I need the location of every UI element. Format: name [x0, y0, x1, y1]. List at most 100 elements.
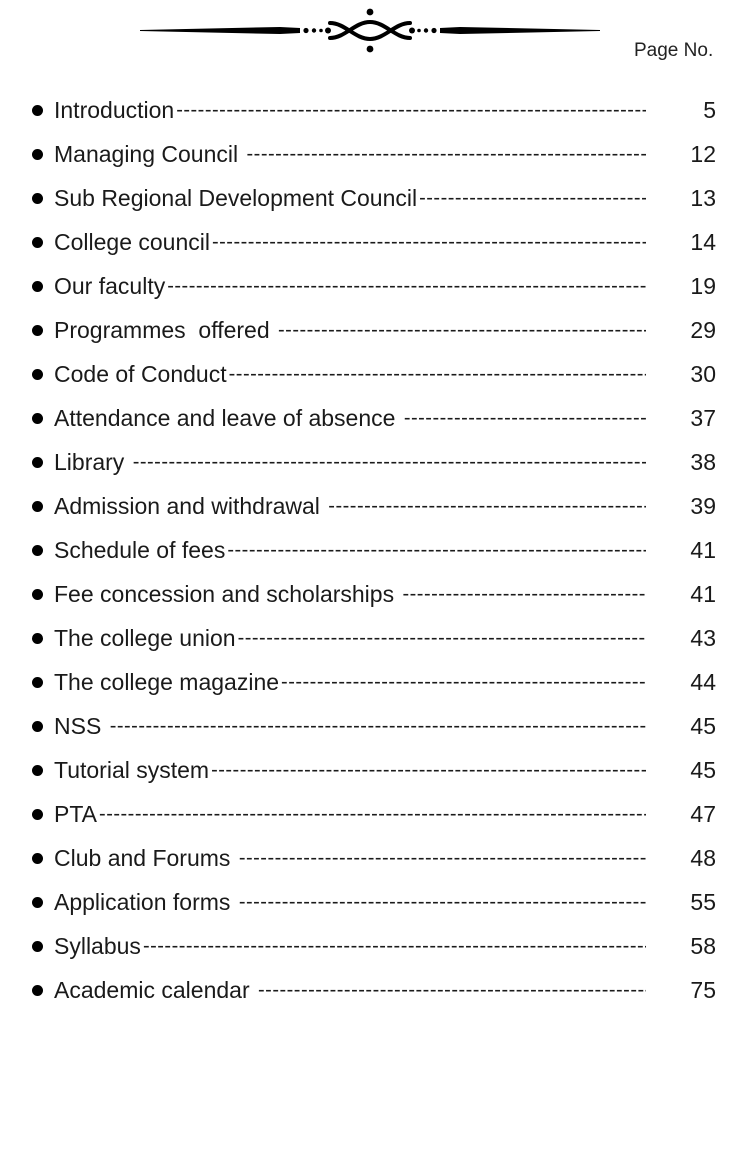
toc-entry[interactable]: Application forms 55: [0, 880, 742, 924]
toc-entry-title: PTA: [54, 800, 98, 827]
bullet-icon: [32, 325, 43, 336]
dash-leader: [278, 319, 646, 342]
dash-leader: [328, 495, 646, 518]
toc-entry-title: Admission and withdrawal: [54, 492, 327, 519]
bullet-icon: [32, 853, 43, 864]
toc-entry[interactable]: Sub Regional Development Council 13: [0, 176, 742, 220]
toc-entry-page-number: 58: [690, 933, 716, 959]
bullet-icon: [32, 105, 43, 116]
dash-leader: [402, 583, 646, 606]
dash-leader: [211, 759, 646, 782]
toc-entry-page-number: 47: [690, 801, 716, 827]
toc-entry-title: Attendance and leave of absence: [54, 404, 402, 431]
toc-entry-page-number: 41: [690, 581, 716, 607]
toc-entry-title: Tutorial system: [54, 756, 210, 783]
bullet-icon: [32, 809, 43, 820]
toc-entry-title: NSS: [54, 712, 108, 739]
toc-entry[interactable]: NSS 45: [0, 704, 742, 748]
toc-entry-line: Syllabus: [54, 924, 646, 968]
toc-entry[interactable]: Managing Council 12: [0, 132, 742, 176]
toc-entry-line: Library: [54, 440, 646, 484]
toc-entry-page-number: 44: [690, 669, 716, 695]
toc-entry-page-number: 75: [690, 977, 716, 1003]
toc-entry-line: College council: [54, 220, 646, 264]
toc-entry[interactable]: Tutorial system 45: [0, 748, 742, 792]
toc-entry-page-number: 12: [690, 141, 716, 167]
toc-entry-page-number: 37: [690, 405, 716, 431]
dash-leader: [281, 671, 646, 694]
toc-entry-page-number: 45: [690, 757, 716, 783]
bullet-icon: [32, 281, 43, 292]
toc-entry-title: Academic calendar: [54, 976, 256, 1003]
toc-entry-line: Introduction: [54, 88, 646, 132]
toc-entry[interactable]: Code of Conduct 30: [0, 352, 742, 396]
page-no-heading: Page No.: [634, 40, 714, 61]
toc-entry[interactable]: Club and Forums 48: [0, 836, 742, 880]
toc-entry-page-number: 29: [690, 317, 716, 343]
toc-entry[interactable]: Academic calendar 75: [0, 968, 742, 1012]
toc-entry[interactable]: Introduction 5: [0, 88, 742, 132]
toc-entry-line: Programmes offered: [54, 308, 646, 352]
toc-entry-line: Code of Conduct: [54, 352, 646, 396]
dash-leader: [258, 979, 646, 1002]
toc-entry-page-number: 55: [690, 889, 716, 915]
toc-entry-page-number: 13: [690, 185, 716, 211]
toc-entry-title: Library: [54, 448, 131, 475]
toc-entry[interactable]: The college magazine 44: [0, 660, 742, 704]
toc-entry[interactable]: Admission and withdrawal 39: [0, 484, 742, 528]
toc-entry[interactable]: Schedule of fees 41: [0, 528, 742, 572]
bullet-icon: [32, 369, 43, 380]
toc-entry-line: The college union: [54, 616, 646, 660]
toc-entry[interactable]: PTA 47: [0, 792, 742, 836]
toc-entry[interactable]: Fee concession and scholarships 41: [0, 572, 742, 616]
toc-entry-page-number: 38: [690, 449, 716, 475]
toc-entry-line: Club and Forums: [54, 836, 646, 880]
toc-entry-title: Managing Council: [54, 140, 245, 167]
toc-entry-line: PTA: [54, 792, 646, 836]
dash-leader: [99, 803, 646, 826]
toc-entry-title: College council: [54, 228, 210, 255]
toc-entry-page-number: 48: [690, 845, 716, 871]
toc-entry[interactable]: The college union 43: [0, 616, 742, 660]
toc-entry-title: The college magazine: [54, 668, 280, 695]
toc-entry-line: Tutorial system: [54, 748, 646, 792]
toc-entry-title: Syllabus: [54, 932, 141, 959]
toc-entry-page-number: 39: [690, 493, 716, 519]
bullet-icon: [32, 545, 43, 556]
toc-entry[interactable]: Our faculty 19: [0, 264, 742, 308]
dash-leader: [419, 187, 646, 210]
toc-entry[interactable]: Syllabus 58: [0, 924, 742, 968]
bullet-icon: [32, 193, 43, 204]
dash-leader: [404, 407, 646, 430]
toc-entry[interactable]: College council 14: [0, 220, 742, 264]
dash-leader: [238, 627, 646, 650]
toc-entry[interactable]: Programmes offered 29: [0, 308, 742, 352]
toc-entry-line: Admission and withdrawal: [54, 484, 646, 528]
toc-entry-page-number: 14: [690, 229, 716, 255]
bullet-icon: [32, 457, 43, 468]
toc-entry[interactable]: Library 38: [0, 440, 742, 484]
toc-entry[interactable]: Attendance and leave of absence 37: [0, 396, 742, 440]
toc-entry-line: Our faculty: [54, 264, 646, 308]
toc-entry-title: Programmes offered: [54, 316, 277, 343]
toc-entry-line: The college magazine: [54, 660, 646, 704]
bullet-icon: [32, 897, 43, 908]
toc-entry-title: Schedule of fees: [54, 536, 226, 563]
toc-entry-line: Attendance and leave of absence: [54, 396, 646, 440]
bullet-icon: [32, 413, 43, 424]
dash-leader: [239, 891, 646, 914]
dash-leader: [227, 539, 646, 562]
toc-entry-title: Club and Forums: [54, 844, 237, 871]
ornament-divider-icon: [140, 8, 600, 53]
dash-leader: [247, 143, 646, 166]
bullet-icon: [32, 633, 43, 644]
dash-leader: [229, 363, 646, 386]
toc-entry-line: Managing Council: [54, 132, 646, 176]
bullet-icon: [32, 721, 43, 732]
bullet-icon: [32, 149, 43, 160]
dash-leader: [133, 451, 646, 474]
toc-entry-title: Introduction: [54, 96, 175, 123]
toc-entry-page-number: 30: [690, 361, 716, 387]
dash-leader: [212, 231, 646, 254]
